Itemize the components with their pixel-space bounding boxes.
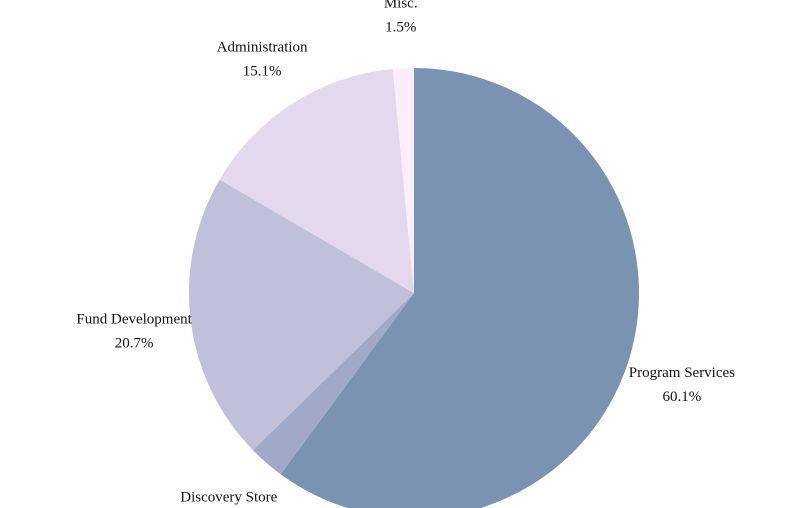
slice-label-fund-development: Fund Development 20.7% xyxy=(76,312,192,352)
slice-value-label: 60.1% xyxy=(663,389,702,405)
slice-category-label: Discovery Store xyxy=(180,490,277,506)
pie-slice-fund-development xyxy=(188,179,414,451)
pie-slice-misc xyxy=(392,68,414,293)
slice-category-label: Administration xyxy=(217,39,308,55)
slice-label-program-services: Program Services 60.1% xyxy=(629,365,735,405)
slice-value-label: 1.5% xyxy=(385,19,416,35)
slice-label-misc: Misc. 1.5% xyxy=(384,0,418,35)
pie-slice-administration xyxy=(219,69,414,293)
pie-slice-program-services xyxy=(280,68,639,508)
slice-category-label: Misc. xyxy=(384,0,418,11)
slice-value-label: 20.7% xyxy=(115,336,154,352)
slice-category-label: Fund Development xyxy=(76,312,192,328)
slice-category-label: Program Services xyxy=(629,365,735,381)
pie-slice-discovery-store xyxy=(252,293,414,475)
pie-slices xyxy=(188,68,639,508)
slice-label-discovery-store: Discovery Store2.6% xyxy=(180,490,277,508)
pie-labels: Program Services 60.1% Discovery Store2.6%… xyxy=(76,0,735,508)
slice-label-administration: Administration 15.1% xyxy=(217,39,308,79)
slice-value-label: 15.1% xyxy=(243,63,282,79)
